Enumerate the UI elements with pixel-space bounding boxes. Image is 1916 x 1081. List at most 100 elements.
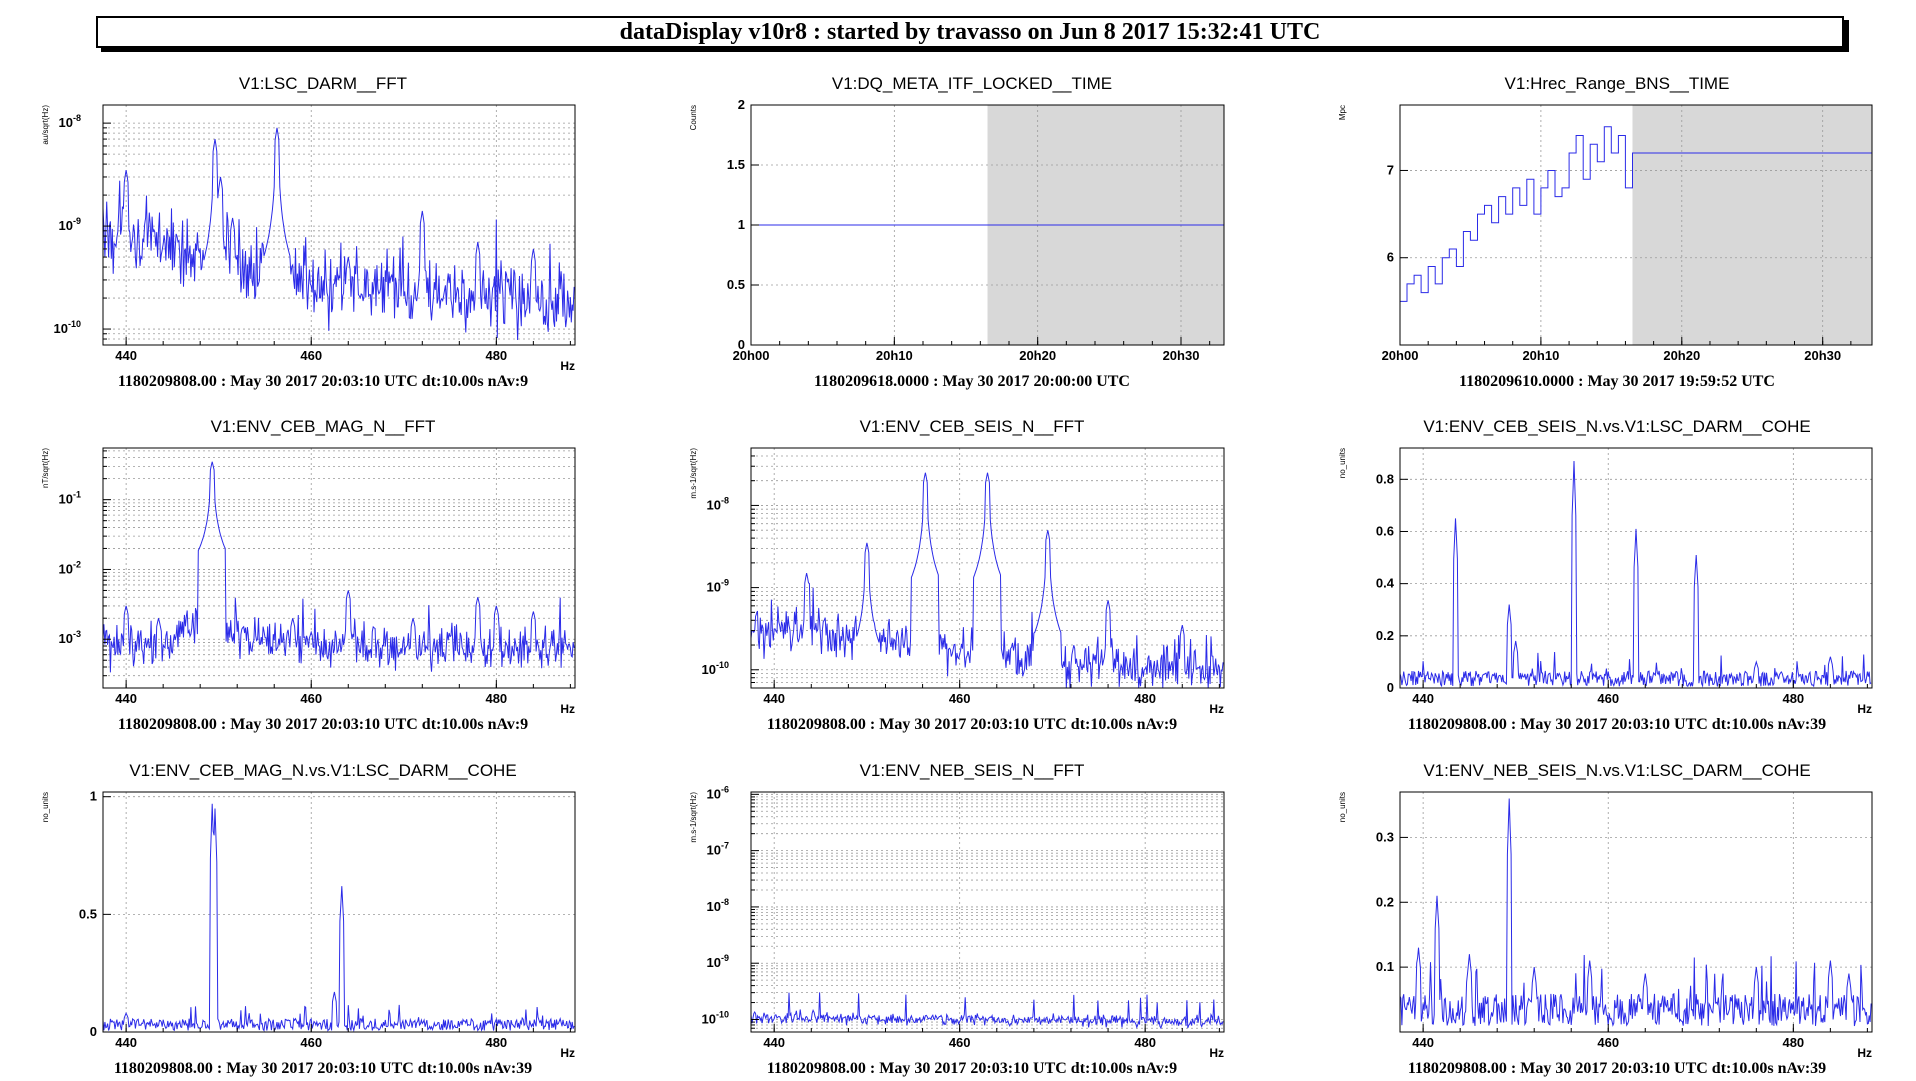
data-trace [102,803,575,1033]
y-tick-label: 1.5 [727,157,745,172]
y-tick-label: 10-2 [59,559,81,576]
y-tick-label: 10-8 [707,495,729,512]
y-tick-exponent: -6 [721,784,729,794]
x-tick-label: 440 [115,1035,137,1050]
chart-footer: 1180209808.00 : May 30 2017 20:03:10 UTC… [1408,716,1826,733]
x-tick-label: 480 [485,691,507,706]
y-axis-label: Counts [689,105,698,130]
data-trace [750,992,1224,1030]
y-tick-label: 7 [1387,162,1394,177]
y-tick-label: 0.1 [1376,959,1394,974]
y-tick-label: 6 [1387,250,1394,265]
data-trace [1399,798,1872,1027]
chart-footer: 1180209808.00 : May 30 2017 20:03:10 UTC… [118,373,528,390]
chart-title: V1:DQ_META_ITF_LOCKED__TIME [832,74,1112,93]
y-axis-label: au/sqrt(Hz) [41,105,50,145]
y-tick-label: 10-10 [702,660,729,677]
chart-panel: 440 460 480 10-10 10-9 10-8 V1:LSC_DARM__FFTau… [41,74,576,390]
x-axis-label: Hz [560,702,575,716]
y-tick-exponent: -3 [73,629,81,639]
y-tick-exponent: -10 [716,1010,729,1020]
y-tick-exponent: -9 [721,578,729,588]
y-tick-label: 10-10 [54,319,81,336]
y-tick-exponent: -10 [716,660,729,670]
plot-frame [750,447,1225,689]
x-tick-label: 440 [1412,1035,1434,1050]
x-tick-label: 20h10 [876,348,913,363]
x-tick-label: 440 [115,348,137,363]
chart-panel: 440 460 480 10-10 10-9 10-8 V1:ENV_CEB_SEIS_N_… [689,417,1225,733]
grid-lines [751,448,1224,688]
y-tick-exponent: -7 [721,841,729,851]
grid-lines [103,448,575,688]
y-tick-label: 10-10 [702,1010,729,1027]
y-tick-exponent: -1 [73,490,81,500]
x-tick-label: 480 [1782,1035,1804,1050]
y-axis-label: no_units [1338,448,1347,478]
x-tick-label: 480 [1782,691,1804,706]
x-tick-label: 460 [300,691,322,706]
x-tick-label: 460 [949,1035,971,1050]
x-tick-label: 20h30 [1163,348,1200,363]
x-tick-label: 460 [300,348,322,363]
x-tick-label: 20h20 [1663,348,1700,363]
x-axis-label: Hz [1857,702,1872,716]
plot-frame [1399,791,1873,1033]
data-trace [1400,126,1872,302]
y-axis-label: no_units [41,792,50,822]
y-tick-label: 10-9 [707,953,729,970]
y-tick-label: 10-8 [59,113,81,130]
chart-title: V1:LSC_DARM__FFT [239,74,407,93]
plot-frame [1399,447,1873,689]
chart-title: V1:ENV_CEB_SEIS_N.vs.V1:LSC_DARM__COHE [1423,417,1810,436]
chart-panel: 20h00 20h10 20h20 20h30 0 0.5 1 1.5 2 V1:DQ_META_… [689,74,1225,390]
x-tick-label: 440 [763,1035,785,1050]
chart-panel: 440 460 480 10-10 10-9 10-8 10-7 10-6 V1:ENV_NEB… [689,761,1225,1077]
y-tick-exponent: -8 [721,897,729,907]
x-tick-label: 20h00 [1382,348,1419,363]
y-tick-label: 0.5 [79,906,97,921]
y-tick-exponent: -8 [721,495,729,505]
y-tick-label: 10-9 [59,216,81,233]
y-tick-exponent: -9 [721,953,729,963]
chart-footer: 1180209808.00 : May 30 2017 20:03:10 UTC… [767,1060,1177,1077]
x-tick-label: 480 [485,1035,507,1050]
x-tick-label: 440 [763,691,785,706]
x-axis-label: Hz [560,1046,575,1060]
y-tick-exponent: -10 [68,319,81,329]
y-tick-label: 0 [90,1024,97,1039]
x-axis-label: Hz [1209,1046,1224,1060]
x-tick-label: 460 [949,691,971,706]
x-tick-label: 480 [485,348,507,363]
chart-footer: 1180209808.00 : May 30 2017 20:03:10 UTC… [1408,1060,1826,1077]
chart-title: V1:ENV_NEB_SEIS_N__FFT [860,761,1085,780]
chart-panel: 440 460 480 0 0.2 0.4 0.6 0.8 V1:ENV_CEB_SEIS_N.… [1338,417,1873,733]
chart-footer: 1180209808.00 : May 30 2017 20:03:10 UTC… [114,1060,532,1077]
x-axis-label: Hz [1857,1046,1872,1060]
y-tick-label: 10-1 [59,490,81,507]
y-axis-label: Mpc [1338,105,1347,120]
x-tick-label: 440 [115,691,137,706]
x-tick-label: 460 [1597,1035,1619,1050]
y-axis-label: m.s-1/sqrt(Hz) [689,792,698,843]
y-tick-label: 0 [738,337,745,352]
y-tick-exponent: -9 [73,216,81,226]
y-tick-label: 2 [738,97,745,112]
x-tick-label: 20h10 [1522,348,1559,363]
y-tick-label: 10-7 [707,841,729,858]
chart-title: V1:Hrec_Range_BNS__TIME [1505,74,1730,93]
x-tick-label: 460 [300,1035,322,1050]
chart-panel: 440 460 480 0 0.5 1 V1:ENV_CEB_MAG_N.vs.V1:LSC… [41,761,576,1077]
plot-frame [102,791,576,1033]
x-tick-label: 460 [1597,691,1619,706]
plot-frame [102,104,576,346]
y-tick-label: 10-9 [707,578,729,595]
x-axis-label: Hz [560,359,575,373]
x-tick-label: 480 [1134,1035,1156,1050]
window-title: dataDisplay v10r8 : started by travasso … [96,16,1844,48]
x-tick-label: 440 [1412,691,1434,706]
y-tick-label: 1 [90,789,97,804]
y-tick-label: 0.3 [1376,829,1394,844]
chart-footer: 1180209808.00 : May 30 2017 20:03:10 UTC… [767,716,1177,733]
